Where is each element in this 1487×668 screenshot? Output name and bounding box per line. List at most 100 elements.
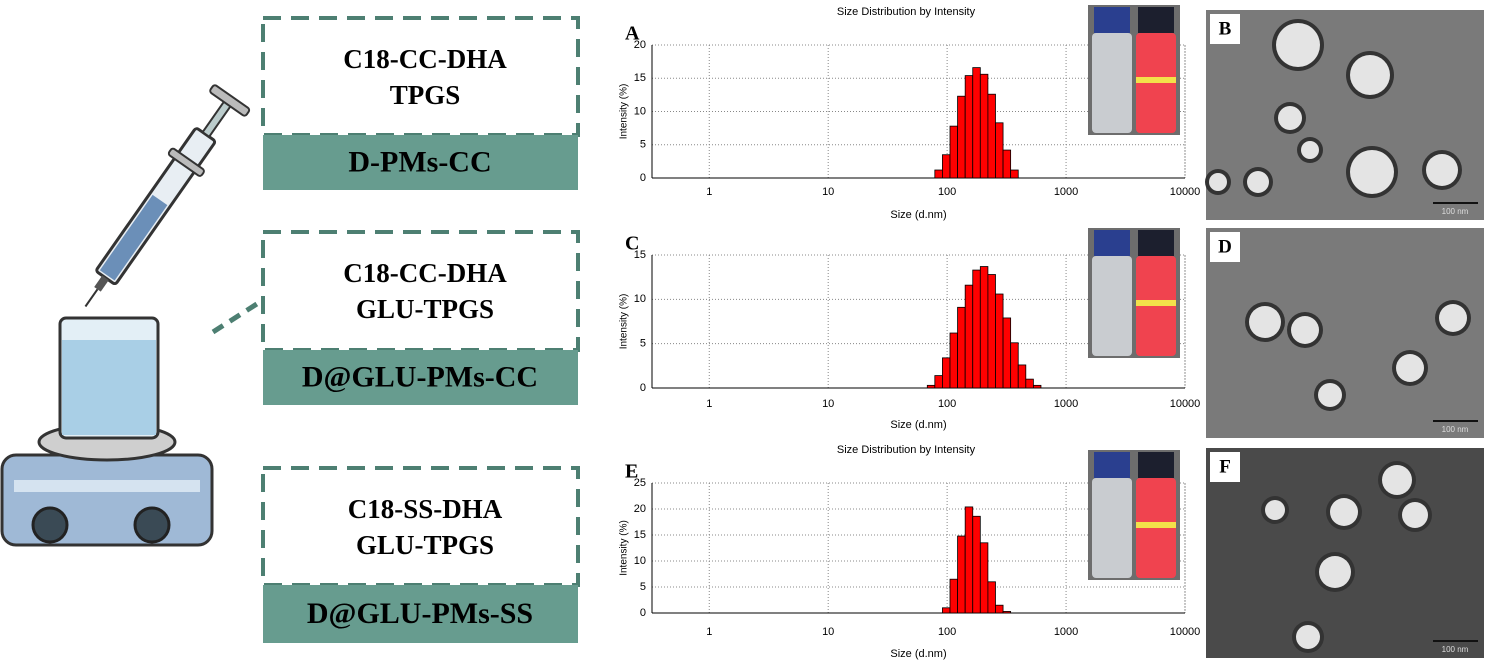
y-tick-label: 10 xyxy=(634,293,646,305)
y-tick-label: 15 xyxy=(634,529,646,541)
name-bar xyxy=(263,135,578,190)
particle xyxy=(1350,55,1390,95)
particle xyxy=(1296,625,1320,649)
bar xyxy=(1025,378,1034,389)
formulation-name: D-PMs-CC xyxy=(348,145,491,178)
bar xyxy=(1002,149,1012,179)
laser xyxy=(1136,522,1176,528)
composition: TPGS xyxy=(390,80,461,110)
particle xyxy=(1278,106,1302,130)
vial-cap xyxy=(1094,452,1130,478)
vial-photo xyxy=(1088,228,1180,358)
y-tick-label: 5 xyxy=(640,139,646,151)
particle xyxy=(1318,383,1342,407)
particle xyxy=(1291,316,1319,344)
vial-cap xyxy=(1094,230,1130,256)
bar xyxy=(957,535,966,614)
name-bar xyxy=(263,350,578,405)
dashed-box xyxy=(261,230,580,352)
bar xyxy=(926,384,936,389)
x-tick-label: 10000 xyxy=(1170,186,1201,198)
x-tick-label: 10000 xyxy=(1170,626,1201,638)
x-tick-label: 100 xyxy=(938,398,956,410)
x-tick-label: 100 xyxy=(938,626,956,638)
y-tick-label: 5 xyxy=(640,338,646,350)
particle xyxy=(1426,154,1458,186)
label-box xyxy=(1210,14,1240,44)
x-tick-label: 10 xyxy=(822,398,834,410)
y-tick-label: 15 xyxy=(634,249,646,261)
particle xyxy=(1247,171,1269,193)
particle xyxy=(1350,150,1394,194)
bar xyxy=(1002,317,1012,389)
x-tick-label: 1000 xyxy=(1054,398,1078,410)
chart-title: Size Distribution by Intensity xyxy=(837,444,976,456)
scale-label: 100 nm xyxy=(1442,425,1469,434)
bar xyxy=(964,506,974,614)
x-axis-label: Size (d.nm) xyxy=(890,419,946,431)
vial-photo xyxy=(1088,5,1180,135)
bar xyxy=(995,122,1004,179)
x-tick-label: 10 xyxy=(822,626,834,638)
bar xyxy=(995,604,1004,614)
bar xyxy=(1010,342,1019,389)
bar xyxy=(1010,169,1019,179)
label-box xyxy=(1210,232,1240,262)
y-tick-label: 5 xyxy=(640,581,646,593)
bar xyxy=(934,169,943,179)
particle xyxy=(1209,173,1227,191)
y-tick-label: 10 xyxy=(634,555,646,567)
particle xyxy=(1249,306,1281,338)
bar xyxy=(964,284,974,389)
formulation-name: D@GLU-PMs-CC xyxy=(302,360,538,393)
bar xyxy=(987,581,996,614)
y-axis-label: Intensity (%) xyxy=(619,520,630,576)
tem-image xyxy=(1206,228,1484,438)
composition: GLU-TPGS xyxy=(356,530,494,560)
vial-cap xyxy=(1094,7,1130,33)
particle xyxy=(1276,23,1320,67)
bar xyxy=(964,75,974,179)
y-tick-label: 15 xyxy=(634,72,646,84)
vial-clear xyxy=(1092,478,1132,578)
particle xyxy=(1402,502,1428,528)
dashed-box xyxy=(261,466,580,587)
x-tick-label: 10000 xyxy=(1170,398,1201,410)
composition: GLU-TPGS xyxy=(356,294,494,324)
bar xyxy=(1002,611,1012,614)
composition: C18-CC-DHA xyxy=(343,44,507,74)
bar xyxy=(942,607,951,614)
bar xyxy=(957,95,966,179)
composition: C18-SS-DHA xyxy=(348,494,503,524)
laser xyxy=(1136,300,1176,306)
bar xyxy=(1032,384,1042,389)
particle xyxy=(1439,304,1467,332)
bar xyxy=(957,306,966,389)
y-tick-label: 0 xyxy=(640,382,646,394)
formulation-name: D@GLU-PMs-SS xyxy=(307,597,533,630)
y-tick-label: 0 xyxy=(640,172,646,184)
x-tick-label: 1000 xyxy=(1054,626,1078,638)
panel-label: C xyxy=(625,233,639,255)
bar xyxy=(987,274,996,389)
tem-image xyxy=(1206,448,1484,658)
y-tick-label: 0 xyxy=(640,607,646,619)
vial-clear xyxy=(1092,256,1132,356)
x-tick-label: 10 xyxy=(822,186,834,198)
bar xyxy=(987,93,996,179)
bar xyxy=(1017,364,1027,389)
vial-cap xyxy=(1138,452,1174,478)
x-tick-label: 1 xyxy=(706,186,712,198)
particle xyxy=(1301,141,1319,159)
bar xyxy=(949,578,958,614)
panel-label: B xyxy=(1219,18,1232,39)
label-box xyxy=(1210,452,1240,482)
bar xyxy=(979,266,989,389)
y-axis-label: Intensity (%) xyxy=(619,84,630,140)
bar xyxy=(972,67,981,179)
bar xyxy=(934,375,943,389)
y-tick-label: 20 xyxy=(634,39,646,51)
y-tick-label: 25 xyxy=(634,477,646,489)
x-tick-label: 100 xyxy=(938,186,956,198)
